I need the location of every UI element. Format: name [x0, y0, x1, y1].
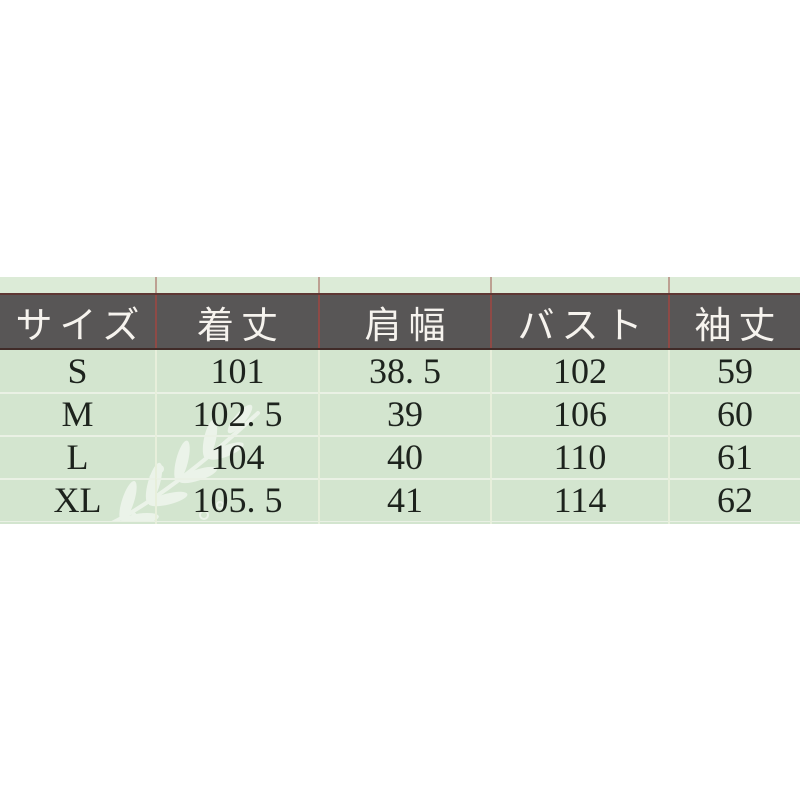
strip-cell — [155, 277, 318, 293]
header-cell-size: サイズ — [15, 305, 147, 347]
header-cell-length: 着丈 — [155, 295, 318, 348]
table-body: S 101 38. 5 102 59 M 102. 5 39 106 60 L 104 40 110 61 X… — [0, 350, 800, 523]
table-row: XL 105. 5 41 114 62 — [0, 479, 800, 523]
row-value-bust: 114 — [490, 479, 668, 523]
header-cell-sleeve-length: 袖丈 — [668, 295, 800, 348]
header-cell-shoulder-width: 肩幅 — [318, 295, 490, 348]
table-top-strip — [0, 277, 800, 293]
table-row: S 101 38. 5 102 59 — [0, 350, 800, 394]
row-value-length: 102. 5 — [155, 393, 318, 437]
strip-cell — [490, 522, 668, 524]
row-value-shoulder-width: 38. 5 — [318, 350, 490, 394]
strip-cell — [155, 522, 318, 524]
row-size-label: S — [0, 350, 155, 394]
row-value-sleeve-length: 59 — [668, 350, 800, 394]
row-value-bust: 110 — [490, 436, 668, 480]
table-bottom-strip — [0, 522, 800, 524]
row-value-shoulder-width: 39 — [318, 393, 490, 437]
strip-cell — [0, 277, 155, 293]
row-value-length: 101 — [155, 350, 318, 394]
table-header-row: サイズ 着丈 肩幅 バスト 袖丈 — [0, 293, 800, 350]
row-size-label: XL — [0, 479, 155, 523]
row-value-sleeve-length: 61 — [668, 436, 800, 480]
strip-cell — [0, 522, 155, 524]
strip-cell — [318, 522, 490, 524]
row-value-sleeve-length: 60 — [668, 393, 800, 437]
row-value-shoulder-width: 41 — [318, 479, 490, 523]
header-cell-bust: バスト — [490, 295, 668, 348]
row-size-label: M — [0, 393, 155, 437]
table-row: L 104 40 110 61 — [0, 436, 800, 480]
row-value-sleeve-length: 62 — [668, 479, 800, 523]
strip-cell — [318, 277, 490, 293]
size-chart-table: サイズ 着丈 肩幅 バスト 袖丈 S 101 38. 5 102 59 M 102. 5 39 106 6… — [0, 277, 800, 524]
row-value-length: 104 — [155, 436, 318, 480]
row-value-bust: 106 — [490, 393, 668, 437]
table-row: M 102. 5 39 106 60 — [0, 393, 800, 437]
row-value-length: 105. 5 — [155, 479, 318, 523]
row-value-bust: 102 — [490, 350, 668, 394]
row-size-label: L — [0, 436, 155, 480]
strip-cell — [668, 522, 800, 524]
strip-cell — [490, 277, 668, 293]
strip-cell — [668, 277, 800, 293]
olive-branch-icon — [110, 404, 260, 524]
row-value-shoulder-width: 40 — [318, 436, 490, 480]
